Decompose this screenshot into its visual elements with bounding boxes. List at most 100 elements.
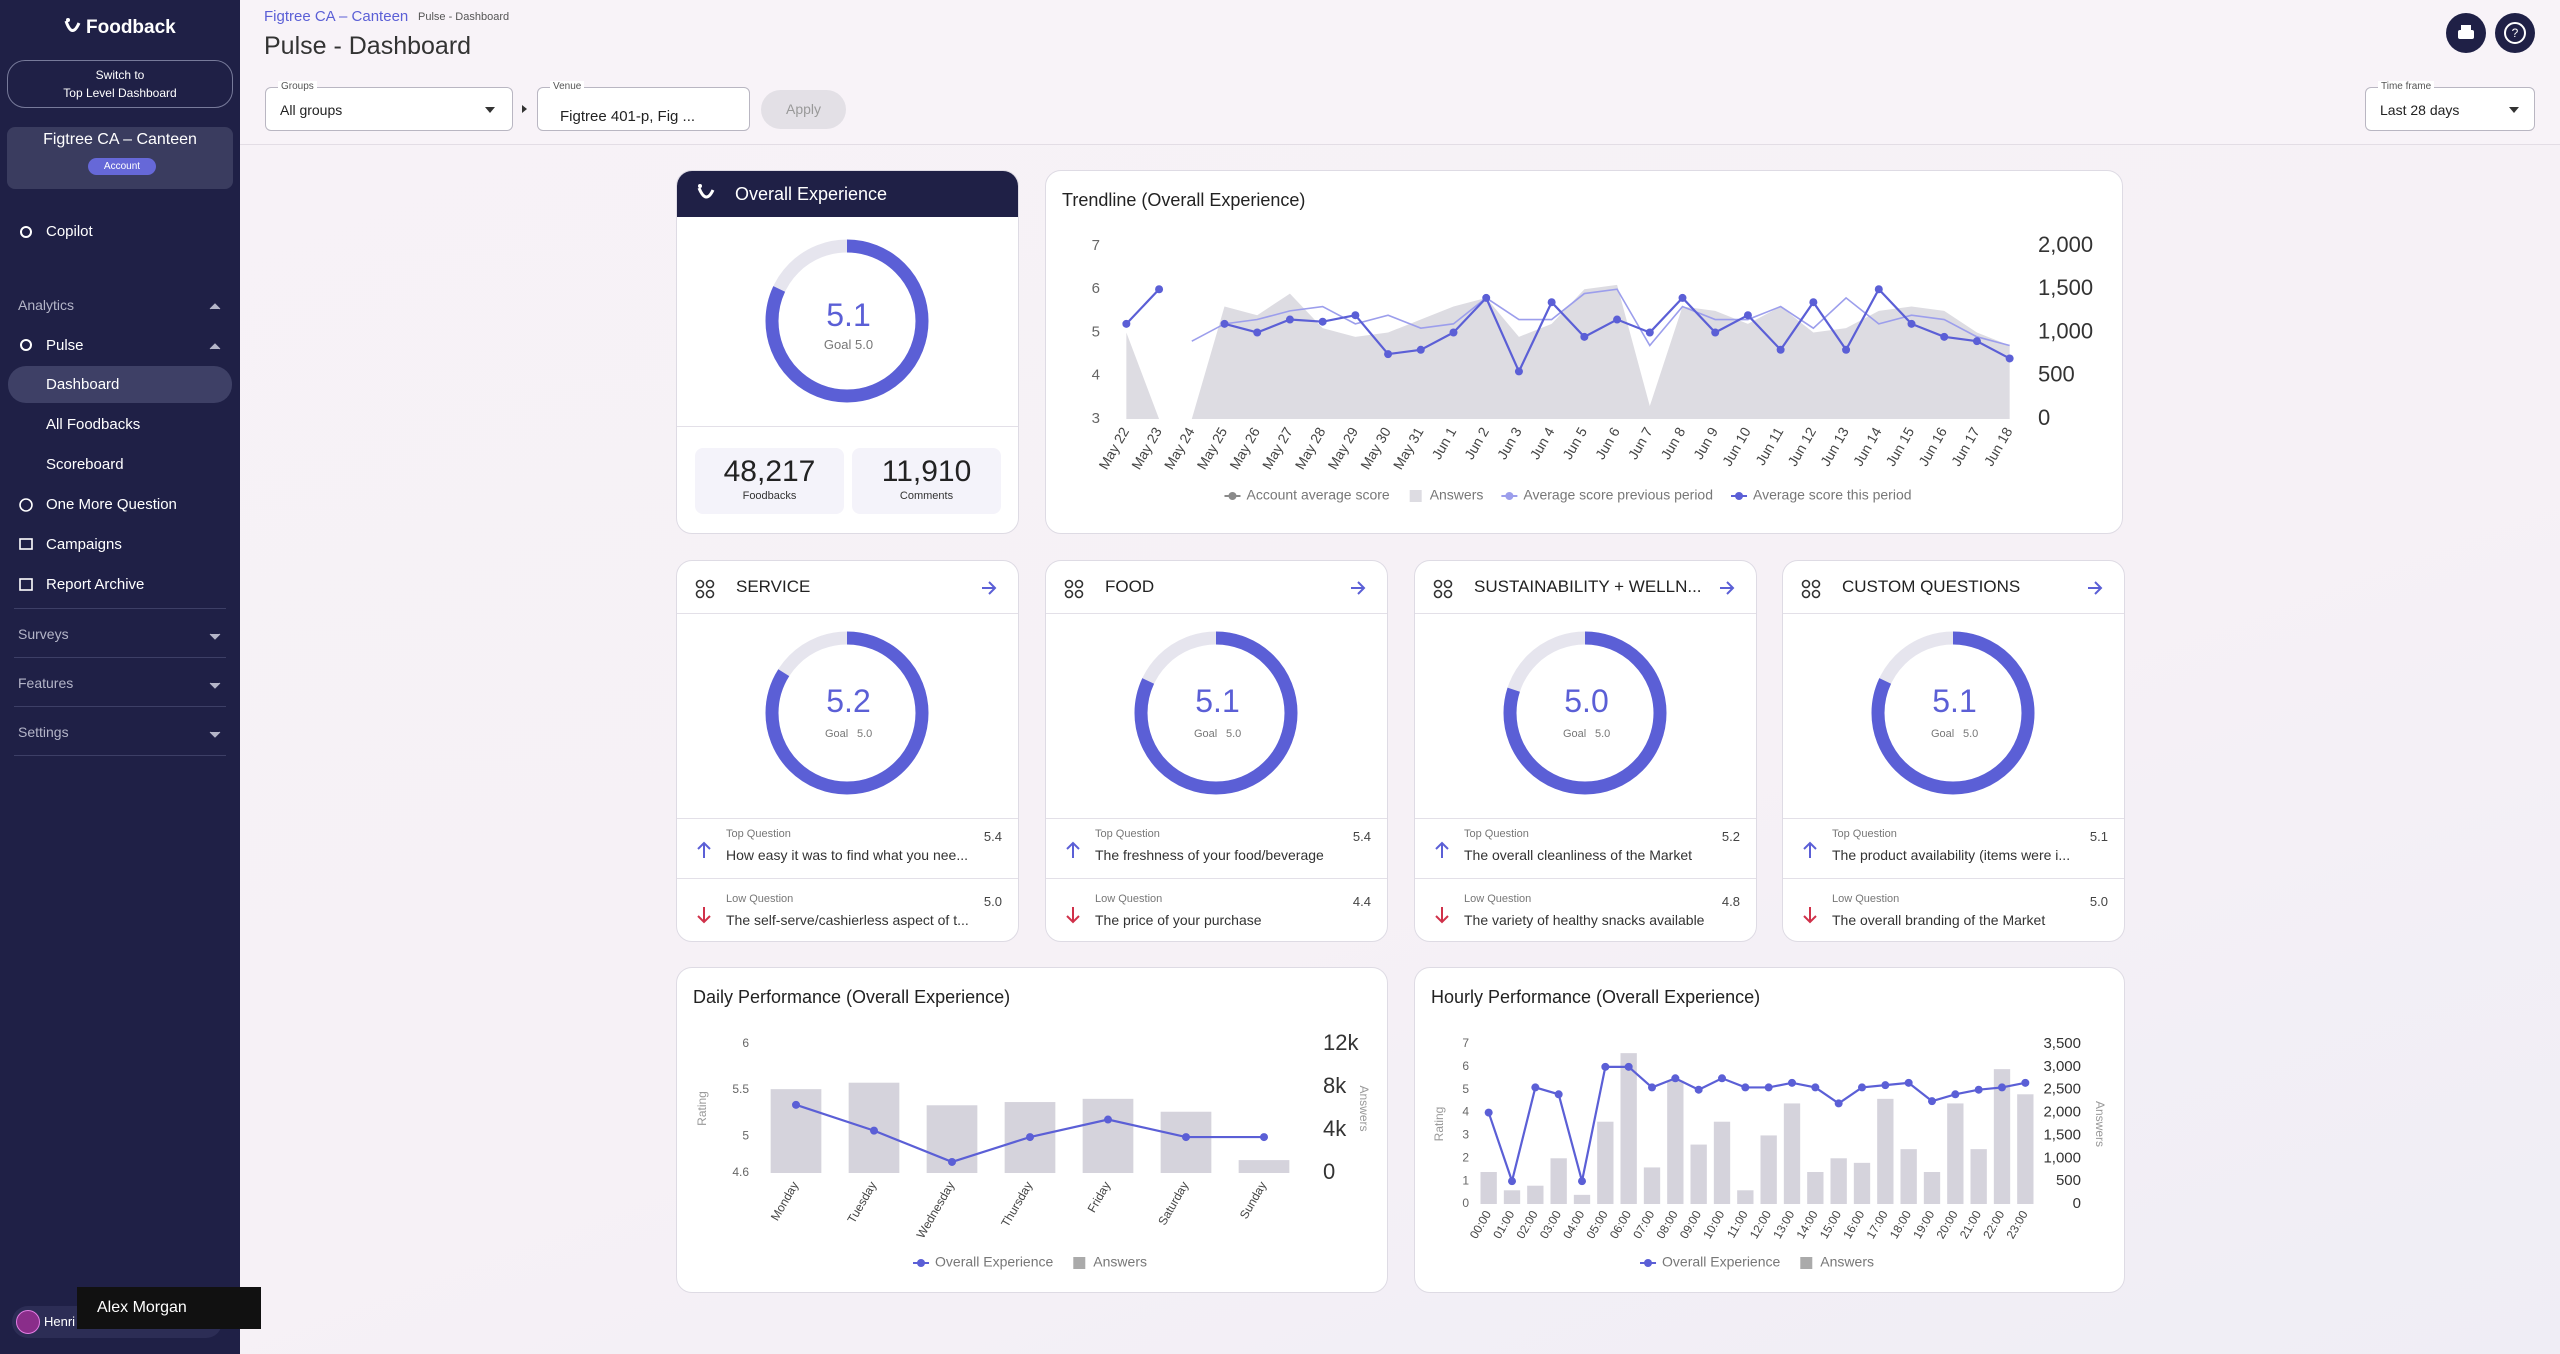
tick-label: 500 [2038, 362, 2075, 387]
nav-item[interactable]: Copilot [46, 223, 93, 240]
stat-label: Foodbacks [742, 490, 797, 502]
page-title: Pulse - Dashboard [264, 32, 472, 60]
x-tick-label: Jun 9 [1690, 424, 1721, 462]
tick-label: 7 [1092, 237, 1100, 254]
timeframe-select[interactable]: Time frame Last 28 days [2365, 81, 2535, 131]
open-arrow[interactable] [979, 578, 999, 598]
tick-label: 5 [1462, 1082, 1469, 1096]
venue-select[interactable]: Venue Figtree 401-p, Fig ... [537, 81, 750, 131]
bar [1573, 1194, 1591, 1204]
x-tick-label: Jun 8 [1657, 424, 1688, 462]
point [1928, 1097, 1936, 1106]
open-arrow[interactable] [2085, 578, 2105, 598]
bar [1503, 1190, 1521, 1204]
legend-item: Answers [1409, 487, 1483, 503]
x-tick-label: 00:00 [1467, 1208, 1494, 1241]
question-score: 5.0 [983, 894, 1002, 909]
account-badge: Account [88, 158, 156, 175]
point [1811, 1083, 1820, 1092]
x-tick-label: 06:00 [1607, 1208, 1634, 1241]
x-tick-label: Monday [768, 1179, 801, 1223]
nav-item[interactable]: Pulse [46, 337, 84, 354]
switch-line: Switch to [95, 68, 145, 82]
apply-button[interactable]: Apply [761, 90, 846, 129]
groups-select[interactable]: Groups All groups [265, 81, 513, 131]
nav-icons [19, 226, 221, 738]
x-tick-label: 23:00 [2004, 1208, 2031, 1241]
tick-label: 0 [1323, 1159, 1335, 1184]
legend-item: Overall Experience [913, 1254, 1054, 1270]
separator [1046, 878, 1387, 879]
x-tick-label: Jun 16 [1915, 424, 1950, 469]
nav-section[interactable]: Settings [18, 724, 69, 740]
nav-section[interactable]: Analytics [18, 297, 75, 313]
point [1842, 345, 1851, 354]
gauge-arc [1134, 631, 1298, 795]
question-text: The overall branding of the Market [1832, 912, 2046, 928]
nav-item[interactable]: Report Archive [46, 576, 145, 593]
gauge-goal-label: Goal [1194, 728, 1218, 740]
breadcrumb-link[interactable]: Figtree CA – Canteen [264, 8, 409, 25]
x-tick-label: 12:00 [1747, 1208, 1774, 1241]
icon-dot [705, 589, 715, 599]
legend-label: Answers [1093, 1254, 1147, 1270]
gauge-goal: 5.0 [857, 728, 873, 740]
tick-label: 3,500 [2043, 1035, 2081, 1052]
nav-item[interactable]: One More Question [46, 496, 177, 513]
tick-label: 500 [2056, 1172, 2081, 1189]
brand: Foodback [86, 17, 176, 38]
bar [1527, 1185, 1544, 1204]
question-label: Low Question [1095, 893, 1163, 905]
tick-label: 2,000 [2043, 1104, 2081, 1121]
bar [1877, 1098, 1894, 1204]
gauge [1871, 631, 2035, 795]
point [1351, 311, 1360, 320]
bar [1667, 1080, 1684, 1204]
x-tick-label: Jun 2 [1461, 424, 1492, 462]
legend-swatch [1228, 492, 1237, 500]
switch-button[interactable]: Switch to Top Level Dashboard [7, 60, 233, 108]
nav-item[interactable]: Dashboard [46, 376, 120, 393]
legend-swatch [1505, 492, 1514, 500]
open-arrow[interactable] [1348, 578, 1368, 598]
arrow-icon [1351, 581, 1366, 595]
x-tick-label: 22:00 [1980, 1208, 2007, 1241]
x-tick-label: May 25 [1193, 424, 1230, 472]
nav-active [8, 366, 232, 403]
switch-line: Top Level Dashboard [63, 86, 177, 100]
x-tick-label: 17:00 [1864, 1208, 1891, 1241]
point [1260, 1133, 1268, 1142]
header-buttons[interactable]: ? [2444, 12, 2544, 56]
top-bar [240, 0, 2560, 145]
bar [1620, 1053, 1637, 1204]
x-tick-label: 01:00 [1490, 1208, 1517, 1241]
point [1974, 1085, 1983, 1094]
tick-label: 4.6 [732, 1165, 749, 1179]
nav-section[interactable]: Surveys [18, 626, 69, 642]
account-box[interactable]: Figtree CA – Canteen Account [7, 127, 233, 189]
point [1547, 298, 1556, 307]
category-card: CUSTOM QUESTIONS 5.1 Goal 5.0 Top Question Th… [1782, 560, 2125, 942]
tick-label: 4k [1323, 1116, 1347, 1141]
axis-label: Answers [2093, 1101, 2107, 1147]
stat-box: 11,910 Comments [852, 448, 1001, 514]
question-label: Low Question [726, 893, 794, 905]
nav-section[interactable]: Features [18, 675, 74, 691]
nav-item[interactable]: Scoreboard [46, 456, 124, 473]
nav-item[interactable]: Campaigns [46, 536, 122, 553]
question-text: How easy it was to find what you nee... [726, 847, 969, 863]
svg-text:?: ? [2512, 26, 2519, 40]
x-tick-label: Jun 11 [1752, 424, 1786, 468]
axis-label: Answers [1357, 1085, 1371, 1131]
category-card: SUSTAINABILITY + WELLN... 5.0 Goal 5.0 Top Q… [1414, 560, 1757, 942]
legend-item: Answers [1800, 1254, 1874, 1270]
gauge-goal: Goal 5.0 [823, 337, 874, 352]
arrow-icon [697, 841, 711, 858]
point [1253, 328, 1262, 337]
legend-label: Overall Experience [1662, 1254, 1780, 1270]
point [1624, 1062, 1633, 1071]
icon-dot [1801, 579, 1811, 589]
nav-item[interactable]: All Foodbacks [46, 416, 141, 433]
open-arrow[interactable] [1717, 578, 1737, 598]
card-title: SERVICE [736, 577, 811, 596]
